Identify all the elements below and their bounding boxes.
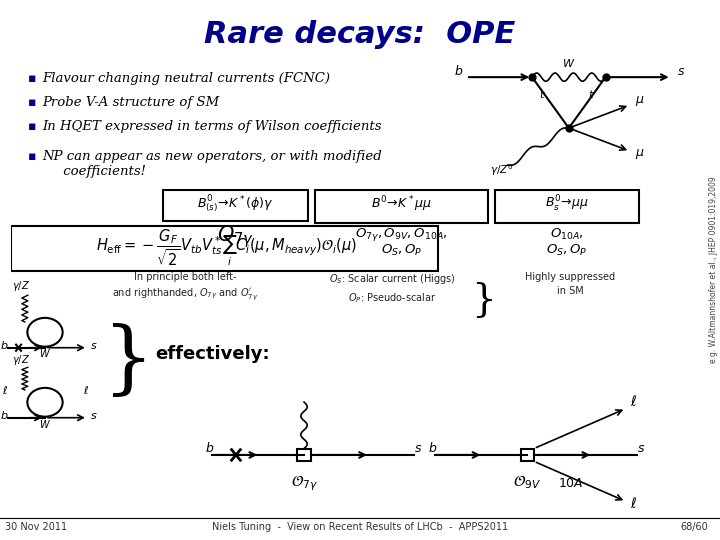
- Text: $H_{\mathrm{eff}} = -\dfrac{G_F}{\sqrt{2}} V_{tb} V_{ts}^* \sum_i C_i(\mu, M_{he: $H_{\mathrm{eff}} = -\dfrac{G_F}{\sqrt{2…: [96, 227, 357, 268]
- Text: $\ell$: $\ell$: [631, 496, 637, 511]
- Text: $s$: $s$: [677, 65, 685, 78]
- FancyBboxPatch shape: [495, 190, 639, 222]
- Text: ▪: ▪: [28, 72, 37, 85]
- FancyBboxPatch shape: [11, 226, 438, 271]
- Text: ▪: ▪: [28, 150, 37, 163]
- Text: $\ell$: $\ell$: [83, 384, 89, 396]
- Bar: [297, 449, 310, 461]
- Text: $O_S, O_P$: $O_S, O_P$: [546, 242, 588, 258]
- Text: $\ell$: $\ell$: [631, 394, 637, 409]
- Text: $t$: $t$: [539, 88, 546, 100]
- Text: $s$: $s$: [91, 411, 98, 421]
- Text: 30 Nov 2011: 30 Nov 2011: [5, 522, 67, 532]
- Text: $B^0\!\to\! K^*\mu\mu$: $B^0\!\to\! K^*\mu\mu$: [371, 194, 432, 214]
- Text: $s$: $s$: [637, 442, 645, 455]
- Text: }: }: [472, 282, 496, 319]
- Text: $B^0_s\!\to\! \mu\mu$: $B^0_s\!\to\! \mu\mu$: [545, 194, 589, 214]
- FancyBboxPatch shape: [163, 190, 308, 221]
- Text: ▪: ▪: [28, 120, 37, 133]
- Text: e.g. W.Altmannshofer et al., JHEP 0901:019,2009: e.g. W.Altmannshofer et al., JHEP 0901:0…: [708, 177, 718, 363]
- Text: $O_{7\gamma}, O_{9V}, O_{10A},$: $O_{7\gamma}, O_{9V}, O_{10A},$: [355, 226, 448, 242]
- Text: Highly suppressed
in SM: Highly suppressed in SM: [525, 272, 615, 296]
- Text: NP can appear as new operators, or with modified
     coefficients!: NP can appear as new operators, or with …: [42, 150, 382, 178]
- Text: $W$: $W$: [39, 418, 51, 430]
- Text: $\ell$: $\ell$: [2, 384, 8, 396]
- Text: $\gamma/Z$: $\gamma/Z$: [12, 279, 30, 293]
- Text: $O_S, O_P$: $O_S, O_P$: [381, 242, 422, 258]
- Text: $\mu$: $\mu$: [635, 93, 644, 107]
- Text: $B^0_{(s)}\!\to\! K^*(\phi)\gamma$: $B^0_{(s)}\!\to\! K^*(\phi)\gamma$: [197, 194, 274, 215]
- Text: Niels Tuning  -  View on Recent Results of LHCb  -  APPS2011: Niels Tuning - View on Recent Results of…: [212, 522, 508, 532]
- Text: $\mathcal{O}_{9V}$: $\mathcal{O}_{9V}$: [513, 474, 541, 491]
- Text: $t$: $t$: [588, 88, 595, 100]
- Text: $O_{7\gamma}$: $O_{7\gamma}$: [217, 224, 254, 250]
- Text: In principle both left-
and righthanded, $O_{7\gamma}$ and $O_{7\gamma}^{\prime}: In principle both left- and righthanded,…: [112, 272, 258, 302]
- Text: $b$: $b$: [0, 409, 8, 421]
- Text: $b$: $b$: [0, 339, 8, 351]
- Text: $W$: $W$: [39, 347, 51, 359]
- Text: $b$: $b$: [205, 441, 215, 455]
- Text: $s$: $s$: [414, 442, 422, 455]
- Text: $\mu$: $\mu$: [635, 147, 644, 161]
- Text: $10A$: $10A$: [558, 477, 584, 490]
- Text: $O_S$: Scalar current (Higgs)
$O_P$: Pseudo-scalar: $O_S$: Scalar current (Higgs) $O_P$: Pse…: [328, 272, 456, 305]
- Text: 68/60: 68/60: [680, 522, 708, 532]
- Text: $b$: $b$: [454, 64, 463, 78]
- FancyBboxPatch shape: [315, 190, 488, 222]
- Text: Rare decays:  OPE: Rare decays: OPE: [204, 20, 516, 49]
- Bar: [521, 449, 534, 461]
- Text: $W$: $W$: [562, 57, 575, 69]
- Text: $s$: $s$: [91, 341, 98, 351]
- Text: }: }: [103, 323, 154, 401]
- Text: ▪: ▪: [28, 96, 37, 109]
- Text: In HQET expressed in terms of Wilson coefficients: In HQET expressed in terms of Wilson coe…: [42, 120, 382, 133]
- Text: $\gamma/Z$: $\gamma/Z$: [12, 353, 30, 367]
- Text: effectively:: effectively:: [155, 345, 269, 363]
- Text: $b$: $b$: [428, 441, 438, 455]
- Text: $\gamma/Z^0$: $\gamma/Z^0$: [490, 163, 514, 178]
- Text: Flavour changing neutral currents (FCNC): Flavour changing neutral currents (FCNC): [42, 72, 330, 85]
- Text: Probe V-A structure of SM: Probe V-A structure of SM: [42, 96, 220, 109]
- Text: $O_{10A},$: $O_{10A},$: [550, 227, 584, 242]
- Text: $\mathcal{O}_{7\gamma}$: $\mathcal{O}_{7\gamma}$: [291, 474, 318, 494]
